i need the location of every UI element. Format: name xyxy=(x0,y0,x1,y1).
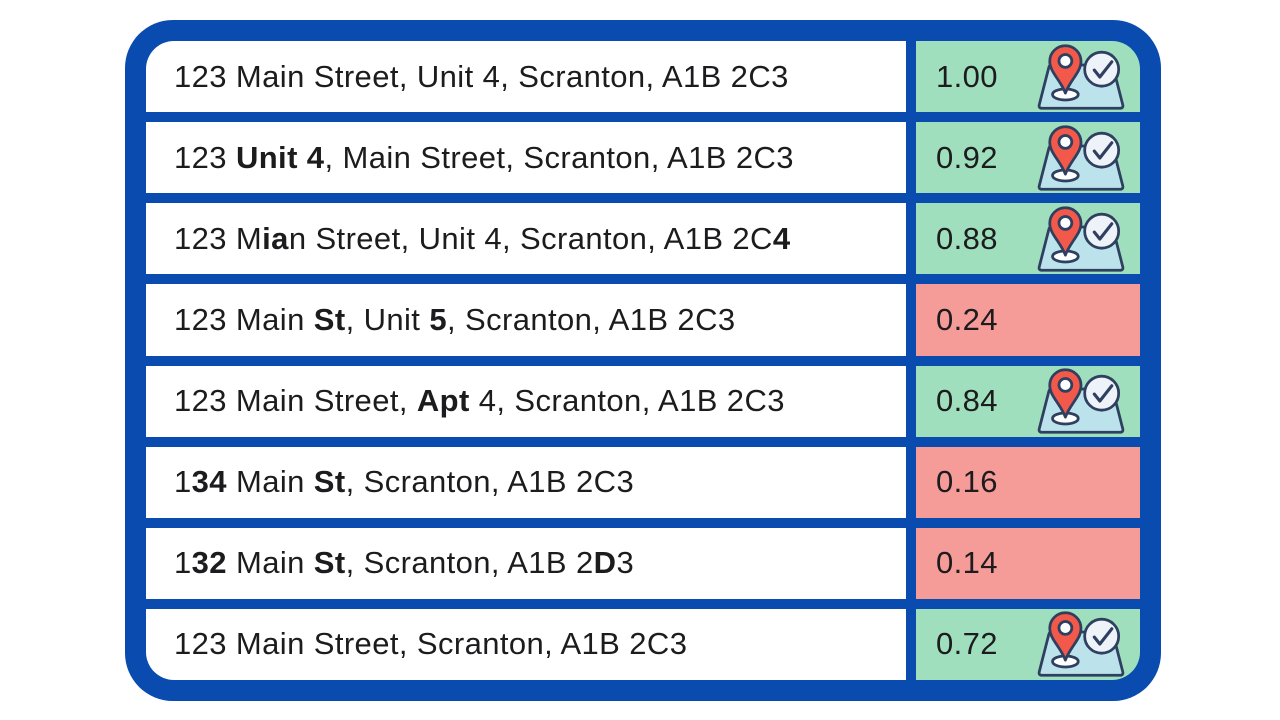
table-row: 123 Main Street, Unit 4, Scranton, A1B 2… xyxy=(146,41,1140,113)
address-cell: 123 Main St, Unit 5, Scranton, A1B 2C3 xyxy=(146,284,906,356)
map-pin-verified-icon xyxy=(1035,367,1127,435)
address-match-table: 123 Main Street, Unit 4 , Scranton, A1B 2… xyxy=(125,20,1161,701)
address-diff-segment: 4 xyxy=(772,220,791,256)
address-cell: 123 Main Street, Unit 4, Scranton, A1B 2… xyxy=(146,41,906,113)
address-segment: 123 Main Street, Scranton, A1B 2C3 xyxy=(174,626,688,662)
score-value: 0.16 xyxy=(936,464,998,500)
table-row: 132 Main St, Scranton, A1B 2D3 0.14 xyxy=(146,527,1140,599)
address-segment: Main xyxy=(226,464,314,500)
table-row: 123 Unit 4, Main Street, Scranton, A1B 2… xyxy=(146,122,1140,194)
score-value: 0.92 xyxy=(936,139,998,175)
address-diff-segment: ia xyxy=(262,220,289,256)
address-segment: 123 Main Street, xyxy=(174,383,417,419)
address-text: 123 Main Street, Apt 4, Scranton, A1B 2C… xyxy=(174,383,785,419)
address-segment: 123 Main xyxy=(174,301,314,337)
address-diff-segment: St xyxy=(313,301,346,337)
address-cell: 123 Mian Street, Unit 4, Scranton, A1B 2… xyxy=(146,203,906,275)
address-text: 123 Mian Street, Unit 4, Scranton, A1B 2… xyxy=(174,221,791,257)
address-diff-segment: 32 xyxy=(191,545,227,581)
address-segment: 123 M xyxy=(174,220,263,256)
address-segment: 123 xyxy=(174,139,236,175)
score-cell: 0.16 xyxy=(916,446,1140,518)
map-pin-verified-icon xyxy=(1035,43,1127,111)
score-value: 0.84 xyxy=(936,383,998,419)
address-segment: , Unit xyxy=(345,301,430,337)
address-cell: 134 Main St, Scranton, A1B 2C3 xyxy=(146,446,906,518)
address-cell: 123 Main Street, Scranton, A1B 2C3 xyxy=(146,608,906,680)
address-diff-segment: St xyxy=(313,545,346,581)
address-segment: 1 xyxy=(174,545,192,581)
address-text: 132 Main St, Scranton, A1B 2D3 xyxy=(174,545,634,581)
map-pin-verified-icon xyxy=(1035,205,1127,273)
score-value: 0.14 xyxy=(936,545,998,581)
score-cell: 0.88 xyxy=(916,203,1140,275)
score-value: 0.24 xyxy=(936,301,998,337)
address-segment: 1 xyxy=(174,464,192,500)
address-text: 134 Main St, Scranton, A1B 2C3 xyxy=(174,464,634,500)
address-segment: , Scranton, A1B 2 xyxy=(345,545,594,581)
address-cell: 123 Main Street, Apt 4, Scranton, A1B 2C… xyxy=(146,365,906,437)
address-text: 123 Main St, Unit 5, Scranton, A1B 2C3 xyxy=(174,302,736,338)
table-row: 123 Main Street, Scranton, A1B 2C3 0.72 xyxy=(146,608,1140,680)
address-segment: , Main Street, Scranton, A1B 2C3 xyxy=(324,139,794,175)
table-row: 134 Main St, Scranton, A1B 2C3 0.16 xyxy=(146,446,1140,518)
score-cell: 0.72 xyxy=(916,608,1140,680)
address-diff-segment: St xyxy=(313,464,346,500)
address-diff-segment: D xyxy=(593,545,617,581)
map-pin-verified-icon xyxy=(1035,610,1127,678)
address-text: 123 Main Street, Unit 4, Scranton, A1B 2… xyxy=(174,59,789,95)
score-cell: 0.92 xyxy=(916,122,1140,194)
address-cell: 123 Unit 4, Main Street, Scranton, A1B 2… xyxy=(146,122,906,194)
map-pin-verified-icon xyxy=(1035,124,1127,192)
address-diff-segment: Apt xyxy=(416,383,470,419)
table-row: 123 Mian Street, Unit 4, Scranton, A1B 2… xyxy=(146,203,1140,275)
address-segment: , Scranton, A1B 2C3 xyxy=(345,464,635,500)
address-diff-segment: Unit 4 xyxy=(235,139,325,175)
address-text: 123 Unit 4, Main Street, Scranton, A1B 2… xyxy=(174,140,794,176)
table-row: 123 Main Street, Apt 4, Scranton, A1B 2C… xyxy=(146,365,1140,437)
score-value: 1.00 xyxy=(936,58,998,94)
address-cell: 132 Main St, Scranton, A1B 2D3 xyxy=(146,527,906,599)
score-value: 0.72 xyxy=(936,626,998,662)
address-diff-segment: 34 xyxy=(191,464,227,500)
address-segment: , Scranton, A1B 2C3 xyxy=(447,301,736,337)
score-cell: 0.84 xyxy=(916,365,1140,437)
address-segment: 3 xyxy=(616,545,635,581)
address-text: 123 Main Street, Scranton, A1B 2C3 xyxy=(174,626,687,662)
score-value: 0.88 xyxy=(936,220,998,256)
score-cell: 0.24 xyxy=(916,284,1140,356)
address-segment: n Street, Unit 4, Scranton, A1B 2C xyxy=(288,220,773,256)
address-diff-segment: 5 xyxy=(429,301,447,337)
score-cell: 0.14 xyxy=(916,527,1140,599)
address-segment: 123 Main Street, Unit 4, Scranton, A1B 2… xyxy=(174,58,789,94)
address-segment: Main xyxy=(226,545,314,581)
table-row: 123 Main St, Unit 5, Scranton, A1B 2C3 0… xyxy=(146,284,1140,356)
address-segment: 4, Scranton, A1B 2C3 xyxy=(469,383,785,419)
score-cell: 1.00 xyxy=(916,41,1140,113)
